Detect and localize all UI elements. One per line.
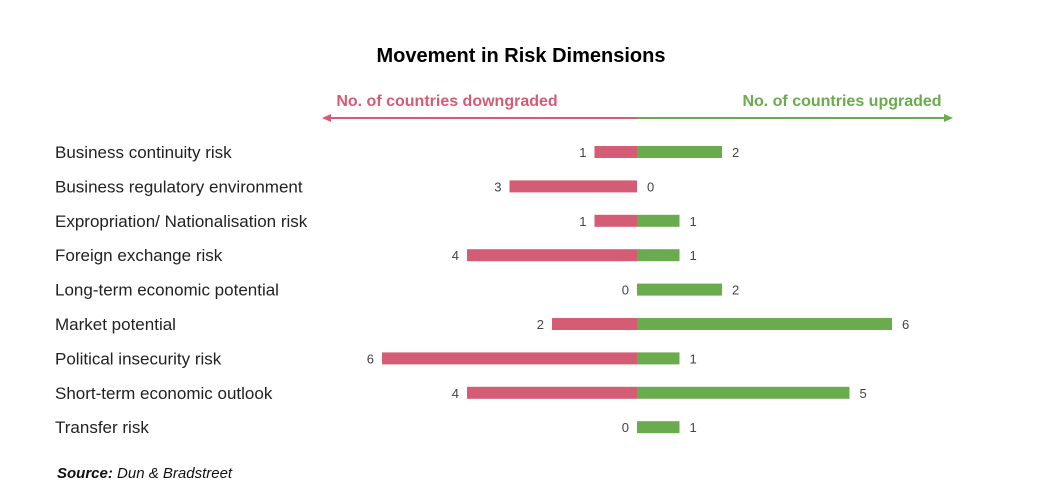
value-upgraded-political-insecurity-risk: 1 [690,351,697,366]
chart-rows: Business continuity risk 1 2 Business regul… [55,143,909,437]
bar-downgraded-short-term-economic-outlook [467,386,637,399]
chart-title: Movement in Risk Dimensions [377,45,666,67]
bar-downgraded-political-insecurity-risk [382,352,637,365]
category-label-long-term-economic-potential: Long-term economic potential [55,281,279,300]
bar-downgraded-business-regulatory-environment [509,180,637,193]
bar-upgraded-expropriation-nationalisation-risk [637,214,680,227]
value-upgraded-market-potential: 6 [902,317,909,332]
value-downgraded-long-term-economic-potential: 0 [622,283,629,298]
upgraded-arrow [637,114,953,122]
upgraded-legend-label: No. of countries upgraded [742,93,941,110]
bar-downgraded-expropriation-nationalisation-risk [594,214,637,227]
bar-downgraded-business-continuity-risk [594,146,637,158]
bar-upgraded-political-insecurity-risk [637,352,680,365]
category-label-foreign-exchange-risk: Foreign exchange risk [55,246,223,265]
bar-upgraded-business-continuity-risk [637,146,722,158]
category-label-transfer-risk: Transfer risk [55,418,149,437]
value-upgraded-business-regulatory-environment: 0 [647,179,654,194]
value-downgraded-market-potential: 2 [537,317,544,332]
downgraded-legend-label: No. of countries downgraded [336,93,557,110]
bar-upgraded-long-term-economic-potential [637,283,722,296]
source-label: Source: [57,465,113,482]
value-downgraded-expropriation-nationalisation-risk: 1 [579,214,586,229]
downgraded-arrow [322,114,637,122]
value-downgraded-political-insecurity-risk: 6 [367,351,374,366]
value-downgraded-foreign-exchange-risk: 4 [452,248,459,263]
bar-upgraded-transfer-risk [637,421,680,434]
value-upgraded-transfer-risk: 1 [690,420,697,435]
category-label-political-insecurity-risk: Political insecurity risk [55,349,222,368]
bar-upgraded-short-term-economic-outlook [637,386,850,399]
bar-downgraded-foreign-exchange-risk [467,249,637,262]
source-note: Source: Dun & Bradstreet [57,465,232,482]
value-upgraded-expropriation-nationalisation-risk: 1 [690,214,697,229]
value-upgraded-long-term-economic-potential: 2 [732,283,739,298]
category-label-business-regulatory-environment: Business regulatory environment [55,177,303,196]
value-downgraded-business-continuity-risk: 1 [579,145,586,160]
value-upgraded-foreign-exchange-risk: 1 [690,248,697,263]
category-label-business-continuity-risk: Business continuity risk [55,143,232,162]
value-downgraded-business-regulatory-environment: 3 [494,179,501,194]
category-label-short-term-economic-outlook: Short-term economic outlook [55,384,273,403]
value-downgraded-short-term-economic-outlook: 4 [452,386,459,401]
bar-upgraded-foreign-exchange-risk [637,249,680,262]
category-label-expropriation-nationalisation-risk: Expropriation/ Nationalisation risk [55,212,308,231]
value-downgraded-transfer-risk: 0 [622,420,629,435]
bar-upgraded-market-potential [637,318,892,330]
category-label-market-potential: Market potential [55,315,176,334]
source-text: Dun & Bradstreet [117,465,233,482]
value-upgraded-business-continuity-risk: 2 [732,145,739,160]
value-upgraded-short-term-economic-outlook: 5 [860,386,867,401]
bar-downgraded-market-potential [552,318,637,330]
